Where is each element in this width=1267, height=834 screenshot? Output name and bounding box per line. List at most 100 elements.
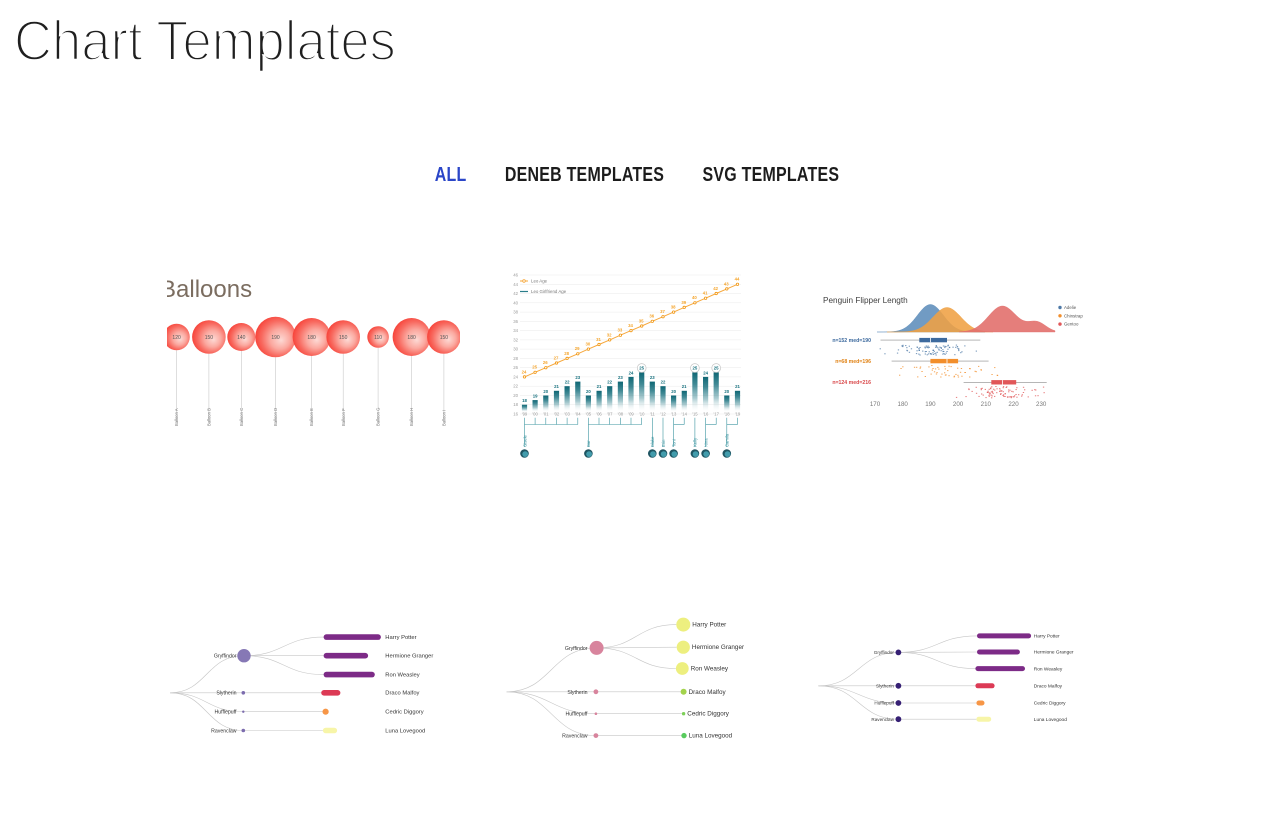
svg-text:'14: '14 [681,411,687,416]
svg-text:Cedric Diggory: Cedric Diggory [1034,701,1066,707]
svg-text:26: 26 [513,365,518,370]
svg-text:Draco Malfoy: Draco Malfoy [385,691,419,697]
svg-text:120: 120 [172,335,181,341]
svg-text:Ravenclaw: Ravenclaw [562,734,588,740]
svg-text:25: 25 [693,366,698,371]
svg-text:'01: '01 [543,411,549,416]
svg-text:140: 140 [237,335,246,341]
svg-text:Balloon B: Balloon B [207,408,212,426]
svg-text:Gryffindor: Gryffindor [874,650,895,655]
svg-text:Hufflepuff: Hufflepuff [874,701,894,706]
svg-text:21: 21 [735,384,740,389]
svg-text:180: 180 [898,401,909,408]
svg-text:Bar: Bar [586,440,591,447]
svg-text:'04: '04 [575,411,581,416]
svg-text:n=152 med=190: n=152 med=190 [832,338,871,344]
svg-text:Kelly: Kelly [693,437,698,447]
svg-text:Ravenclaw: Ravenclaw [871,717,894,722]
svg-text:Slytherin: Slytherin [876,684,894,689]
svg-text:40: 40 [513,300,518,305]
svg-text:Gisele: Gisele [522,434,527,447]
svg-text:36: 36 [649,314,654,319]
svg-text:'05: '05 [586,411,592,416]
svg-text:'18: '18 [724,411,730,416]
svg-text:150: 150 [205,335,214,341]
svg-text:24: 24 [513,374,518,379]
svg-text:Slytherin: Slytherin [567,690,587,696]
svg-text:28: 28 [564,351,569,356]
svg-text:30: 30 [586,342,591,347]
svg-text:170: 170 [870,401,881,408]
svg-text:Leo Girlfriend Age: Leo Girlfriend Age [531,289,567,294]
svg-text:n=68 med=196: n=68 med=196 [835,359,871,365]
svg-text:Chinstrap: Chinstrap [1064,313,1083,318]
svg-text:n=124 med=216: n=124 med=216 [832,380,871,386]
svg-text:220: 220 [1008,401,1019,408]
svg-text:31: 31 [596,337,601,342]
svg-text:16: 16 [513,412,518,417]
svg-text:27: 27 [554,355,559,360]
svg-text:36: 36 [513,319,518,324]
svg-text:180: 180 [307,335,316,341]
svg-text:44: 44 [735,277,740,282]
svg-text:150: 150 [440,335,449,341]
svg-text:43: 43 [724,281,729,286]
svg-text:22: 22 [565,380,570,385]
svg-text:Balloon I: Balloon I [442,410,447,426]
svg-text:20: 20 [513,393,518,398]
svg-text:Draco Malfoy: Draco Malfoy [689,689,727,696]
svg-text:190: 190 [925,401,936,408]
svg-text:Cedric Diggory: Cedric Diggory [687,711,729,718]
svg-text:18: 18 [522,398,527,403]
svg-text:Gryffindor: Gryffindor [565,646,588,652]
svg-text:46: 46 [513,273,518,278]
svg-text:Gryffindor: Gryffindor [214,654,237,660]
svg-text:'03: '03 [564,411,570,416]
svg-text:32: 32 [513,337,518,342]
svg-text:Hufflepuff: Hufflepuff [565,712,588,718]
svg-text:Balloon E: Balloon E [309,408,314,426]
svg-text:34: 34 [628,323,633,328]
svg-text:210: 210 [981,401,992,408]
svg-text:24: 24 [703,370,708,375]
svg-text:Ron Weasley: Ron Weasley [691,666,729,673]
svg-text:'17: '17 [713,411,719,416]
svg-text:'19: '19 [735,411,741,416]
svg-text:Luna Lovegood: Luna Lovegood [689,733,733,740]
svg-text:Ron Weasley: Ron Weasley [385,673,419,679]
svg-text:'02: '02 [554,411,560,416]
svg-text:20: 20 [724,389,729,394]
svg-text:34: 34 [513,328,518,333]
svg-text:Slytherin: Slytherin [216,691,236,697]
svg-text:110: 110 [374,335,382,341]
svg-text:29: 29 [575,346,580,351]
svg-text:26: 26 [543,360,548,365]
svg-text:Balloon G: Balloon G [376,408,381,426]
svg-text:23: 23 [575,375,580,380]
svg-text:'12: '12 [660,411,666,416]
svg-text:Camila: Camila [725,433,730,447]
svg-text:24: 24 [522,369,527,374]
svg-text:Harry Potter: Harry Potter [692,622,726,629]
svg-text:Hermione Granger: Hermione Granger [385,654,433,660]
svg-text:Toni: Toni [671,439,676,447]
svg-text:23: 23 [650,375,655,380]
svg-text:42: 42 [513,291,518,296]
svg-text:200: 200 [953,401,964,408]
svg-text:150: 150 [339,335,348,341]
svg-text:'99: '99 [522,411,528,416]
svg-text:Ron Weasley: Ron Weasley [1034,666,1063,672]
svg-text:230: 230 [1036,401,1047,408]
svg-text:39: 39 [681,300,686,305]
svg-text:Leo Age: Leo Age [531,279,548,284]
svg-text:25: 25 [532,365,537,370]
svg-text:38: 38 [671,305,676,310]
svg-text:Balloons: Balloons [167,276,252,303]
svg-text:20: 20 [586,389,591,394]
svg-text:Balloon A: Balloon A [174,408,179,426]
svg-text:Ravenclaw: Ravenclaw [211,728,237,734]
svg-text:180: 180 [407,335,416,341]
svg-text:40: 40 [692,295,697,300]
svg-text:Nina: Nina [703,438,708,447]
svg-text:Penguin Flipper Length: Penguin Flipper Length [823,296,908,305]
